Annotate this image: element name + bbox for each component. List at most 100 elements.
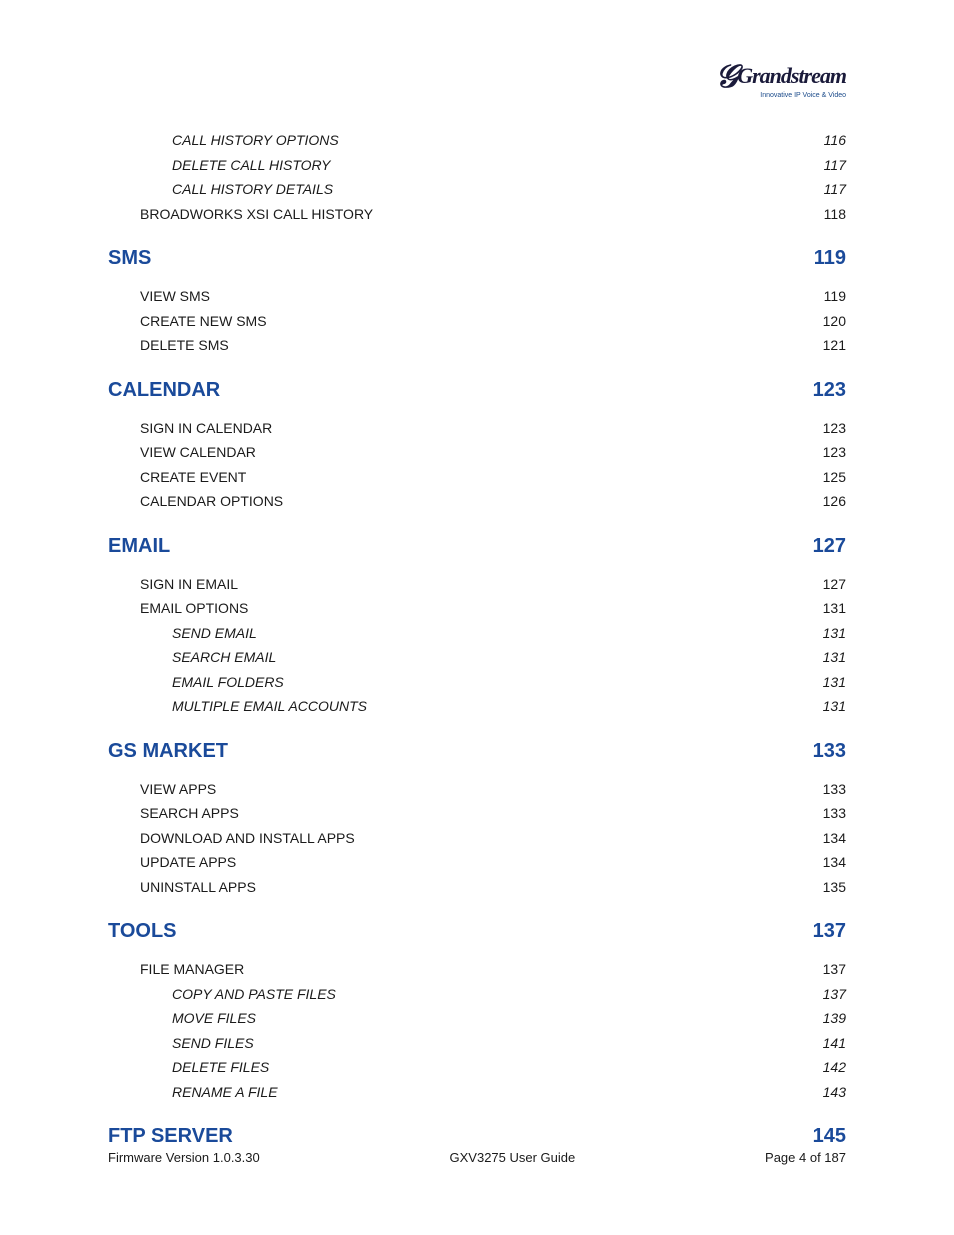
toc-label: UNINSTALL APPS [140,875,823,900]
toc-label: CREATE EVENT [140,465,823,490]
toc-row[interactable]: COPY AND PASTE FILES137 [108,982,846,1007]
toc-page: 131 [823,645,846,670]
toc-page: 145 [813,1120,846,1152]
toc-label: DOWNLOAD AND INSTALL APPS [140,826,823,851]
toc-page: 135 [823,875,846,900]
footer-page-number: Page 4 of 187 [765,1150,846,1165]
toc-label: SIGN IN EMAIL [140,572,823,597]
toc-label: SEND EMAIL [172,621,823,646]
toc-row[interactable]: DELETE CALL HISTORY117 [108,153,846,178]
toc-row[interactable]: UNINSTALL APPS135 [108,875,846,900]
logo-text: 𝒢Grandstream [715,58,846,96]
toc-label: DELETE SMS [140,333,823,358]
toc-row[interactable]: SEND FILES141 [108,1031,846,1056]
toc-label: FTP SERVER [108,1120,813,1152]
toc-row[interactable]: EMAIL127 [108,530,846,562]
toc-label: MULTIPLE EMAIL ACCOUNTS [172,694,823,719]
toc-row[interactable]: VIEW APPS133 [108,777,846,802]
toc-page: 131 [823,694,846,719]
toc-page: 143 [823,1080,846,1105]
toc-row[interactable]: GS MARKET133 [108,735,846,767]
toc-row[interactable]: DOWNLOAD AND INSTALL APPS134 [108,826,846,851]
toc-label: GS MARKET [108,735,813,767]
toc-row[interactable]: CALL HISTORY DETAILS117 [108,177,846,202]
toc-row[interactable]: TOOLS137 [108,915,846,947]
toc-page: 133 [823,801,846,826]
toc-row[interactable]: MOVE FILES139 [108,1006,846,1031]
toc-label: SEARCH APPS [140,801,823,826]
toc-label: FILE MANAGER [140,957,823,982]
toc-row[interactable]: VIEW CALENDAR123 [108,440,846,465]
toc-page: 119 [824,284,846,309]
toc-label: RENAME A FILE [172,1080,823,1105]
toc-page: 134 [823,826,846,851]
toc-label: VIEW APPS [140,777,823,802]
toc-page: 116 [824,128,846,153]
toc-label: CALENDAR OPTIONS [140,489,823,514]
toc-page: 131 [823,621,846,646]
toc-label: EMAIL FOLDERS [172,670,823,695]
toc-page: 127 [823,572,846,597]
toc-row[interactable]: DELETE SMS121 [108,333,846,358]
toc-page: 137 [823,982,846,1007]
toc-page: 142 [823,1055,846,1080]
toc-label: VIEW CALENDAR [140,440,823,465]
toc-label: DELETE CALL HISTORY [172,153,824,178]
toc-label: BROADWORKS XSI CALL HISTORY [140,202,824,227]
toc-label: CREATE NEW SMS [140,309,823,334]
toc-row[interactable]: SEARCH EMAIL131 [108,645,846,670]
toc-page: 123 [813,374,846,406]
toc-row[interactable]: SIGN IN EMAIL127 [108,572,846,597]
toc-page: 123 [823,440,846,465]
toc-row[interactable]: CALENDAR OPTIONS126 [108,489,846,514]
toc-row[interactable]: EMAIL FOLDERS131 [108,670,846,695]
toc-row[interactable]: VIEW SMS119 [108,284,846,309]
toc-label: TOOLS [108,915,813,947]
toc-page: 131 [823,596,846,621]
toc-label: MOVE FILES [172,1006,823,1031]
toc-label: DELETE FILES [172,1055,823,1080]
toc-row[interactable]: BROADWORKS XSI CALL HISTORY118 [108,202,846,227]
toc-page: 141 [823,1031,846,1056]
toc-row[interactable]: CALENDAR123 [108,374,846,406]
toc-row[interactable]: FILE MANAGER137 [108,957,846,982]
toc-page: 125 [823,465,846,490]
toc-row[interactable]: UPDATE APPS134 [108,850,846,875]
toc-page: 134 [823,850,846,875]
toc-label: SIGN IN CALENDAR [140,416,823,441]
toc-page: 137 [823,957,846,982]
toc-row[interactable]: FTP SERVER145 [108,1120,846,1152]
toc-page: 127 [813,530,846,562]
footer-doc-title: GXV3275 User Guide [450,1150,576,1165]
toc-page: 120 [823,309,846,334]
toc-content: CALL HISTORY OPTIONS116DELETE CALL HISTO… [108,128,846,1152]
brand-logo: 𝒢Grandstream Innovative IP Voice & Video [715,58,846,99]
toc-row[interactable]: CALL HISTORY OPTIONS116 [108,128,846,153]
toc-page: 119 [814,242,846,274]
toc-label: SEARCH EMAIL [172,645,823,670]
toc-page: 121 [823,333,846,358]
toc-page: 118 [824,202,846,227]
toc-row[interactable]: RENAME A FILE143 [108,1080,846,1105]
toc-row[interactable]: EMAIL OPTIONS131 [108,596,846,621]
toc-row[interactable]: DELETE FILES142 [108,1055,846,1080]
toc-page: 133 [823,777,846,802]
toc-label: CALL HISTORY OPTIONS [172,128,824,153]
toc-page: 117 [824,153,846,178]
toc-label: EMAIL OPTIONS [140,596,823,621]
toc-page: 131 [823,670,846,695]
toc-row[interactable]: CREATE NEW SMS120 [108,309,846,334]
toc-row[interactable]: SEND EMAIL131 [108,621,846,646]
toc-label: SEND FILES [172,1031,823,1056]
toc-row[interactable]: SIGN IN CALENDAR123 [108,416,846,441]
toc-label: EMAIL [108,530,813,562]
toc-row[interactable]: SEARCH APPS133 [108,801,846,826]
toc-row[interactable]: SMS119 [108,242,846,274]
toc-page: 139 [823,1006,846,1031]
logo-brand-name: Grandstream [737,63,846,88]
toc-page: 133 [813,735,846,767]
toc-label: UPDATE APPS [140,850,823,875]
toc-row[interactable]: CREATE EVENT125 [108,465,846,490]
toc-row[interactable]: MULTIPLE EMAIL ACCOUNTS131 [108,694,846,719]
toc-label: CALL HISTORY DETAILS [172,177,824,202]
